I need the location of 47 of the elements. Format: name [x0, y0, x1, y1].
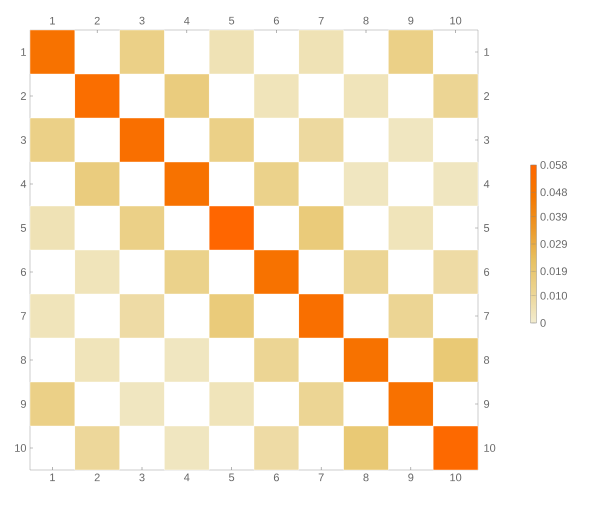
color-bar-label: 0.058 — [540, 161, 567, 169]
category-label: 8 — [363, 16, 369, 24]
y2-tick-label: 2 — [484, 92, 490, 100]
y2-tick-label: 9 — [484, 400, 490, 408]
category-label: 7 — [318, 16, 324, 24]
y2-tick-label: 8 — [484, 356, 490, 364]
x-tick-label: 3 — [139, 474, 145, 482]
x-tick-label: 10 — [450, 474, 462, 482]
y-tick-label: 5 — [20, 224, 26, 232]
y2-tick-label: 7 — [484, 312, 490, 320]
y2-tick-label: 4 — [484, 180, 490, 188]
y-tick-label: 7 — [20, 312, 26, 320]
category-label: 4 — [184, 16, 190, 24]
color-bar-label: 0.029 — [540, 240, 567, 248]
y2-tick-label: 6 — [484, 268, 490, 276]
y-tick-label: 2 — [20, 92, 26, 100]
x-tick-label: 7 — [318, 474, 324, 482]
y2-tick-label: 10 — [484, 444, 496, 452]
y-tick-label: 1 — [21, 48, 26, 56]
y-tick-label: 6 — [20, 268, 26, 276]
x-tick-label: 9 — [408, 474, 414, 482]
category-label: 5 — [228, 16, 234, 24]
x-tick-label: 6 — [274, 474, 279, 482]
y-tick-label: 4 — [20, 180, 26, 188]
y2-tick-label: 1 — [484, 48, 490, 56]
x-tick-label: 2 — [94, 474, 100, 482]
color-bar-label: 0 — [540, 319, 546, 327]
category-label: 2 — [94, 16, 100, 24]
x-tick-label: 1 — [50, 474, 55, 482]
color-bar-label: 0.019 — [540, 267, 567, 276]
y2-tick-label: 3 — [484, 136, 490, 144]
category-label: 1 — [50, 16, 55, 24]
y-tick-label: 10 — [15, 444, 26, 452]
y-tick-label: 3 — [20, 136, 26, 144]
category-label: 3 — [139, 16, 145, 24]
category-label: 6 — [274, 16, 279, 24]
x-tick-label: 5 — [228, 474, 234, 482]
y-tick-label: 8 — [20, 356, 26, 364]
color-bar-label: 0.039 — [540, 212, 567, 221]
color-bar-label: 0.010 — [540, 292, 568, 300]
color-bar-label: 0.048 — [540, 188, 567, 196]
category-label: 10 — [450, 16, 462, 24]
x-tick-label: 4 — [184, 474, 190, 482]
y2-tick-label: 5 — [484, 224, 490, 232]
y-tick-label: 9 — [20, 400, 26, 408]
category-label: 9 — [408, 16, 414, 24]
x-tick-label: 8 — [363, 474, 369, 482]
